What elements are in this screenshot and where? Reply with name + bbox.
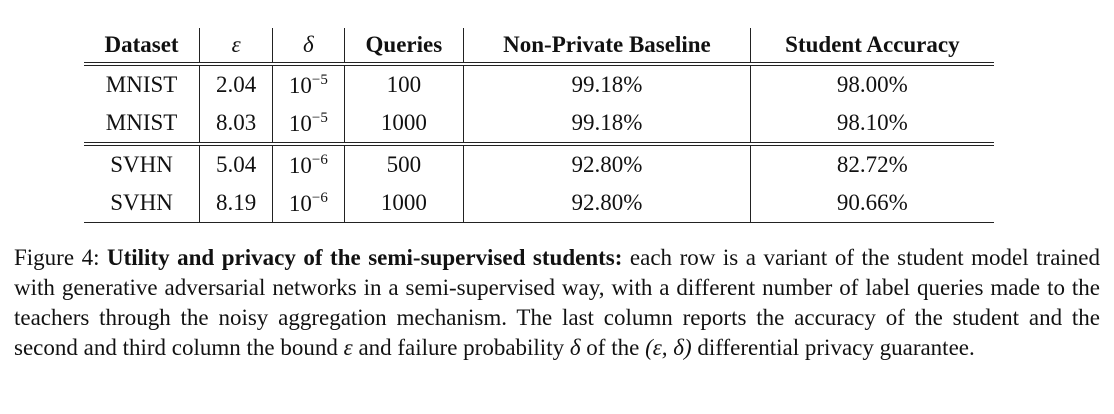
cell-dataset: MNIST [84,62,201,104]
cell-epsilon: 8.03 [199,104,274,144]
table-row: SVHN 5.04 10−6 500 92.80% 82.72% [84,142,994,184]
caption-epsilon-delta-pair: (ε, δ) [645,335,692,360]
cell-dataset: SVHN [84,142,201,184]
table-row: MNIST 8.03 10−5 1000 99.18% 98.10% [84,104,994,144]
header-baseline: Non-Private Baseline [463,28,751,65]
cell-epsilon: 8.19 [199,184,274,223]
delta-base: 10 [288,152,312,178]
cell-epsilon: 5.04 [199,142,274,184]
delta-base: 10 [288,72,312,98]
cell-delta: 10−6 [272,142,345,184]
cell-queries: 500 [344,142,465,184]
delta-base: 10 [288,110,312,136]
table-row: MNIST 2.04 10−5 100 99.18% 98.00% [84,62,994,104]
results-table-container: Dataset ε δ Queries Non-Private Baseline… [84,28,994,223]
cell-dataset: MNIST [84,104,201,144]
caption-body-1: each row is a variant of the student mod… [14,245,1100,360]
cell-accuracy: 98.00% [750,62,994,104]
table-header-row: Dataset ε δ Queries Non-Private Baseline… [84,28,994,65]
cell-queries: 1000 [344,104,465,144]
delta-exponent: −5 [311,109,328,126]
caption-body-4: differential privacy guarantee. [697,335,975,360]
table-row: SVHN 8.19 10−6 1000 92.80% 90.66% [84,184,994,223]
cell-accuracy: 82.72% [750,142,994,184]
header-dataset: Dataset [84,28,201,65]
delta-base: 10 [288,190,312,216]
cell-delta: 10−6 [272,184,345,223]
cell-baseline: 92.80% [463,184,751,223]
cell-queries: 1000 [344,184,465,223]
cell-accuracy: 90.66% [750,184,994,223]
caption-bold-title: Utility and privacy of the semi-supervis… [107,245,623,270]
caption-delta-symbol: δ [569,335,581,360]
cell-baseline: 99.18% [463,62,751,104]
cell-accuracy: 98.10% [836,110,908,135]
cell-delta: 10−5 [272,62,345,104]
cell-epsilon: 2.04 [199,62,274,104]
delta-exponent: −6 [311,189,328,206]
cell-delta: 10−5 [272,104,345,144]
cell-baseline: 92.80% [463,142,751,184]
caption-label: Figure 4: [14,245,100,270]
header-queries: Queries [344,28,465,65]
delta-exponent: −5 [311,71,328,88]
header-student-accuracy: Student Accuracy [750,28,994,65]
caption-body-3: of the [586,335,640,360]
cell-queries: 100 [344,62,465,104]
header-delta: δ [272,28,345,65]
figure-caption: Figure 4: Utility and privacy of the sem… [14,243,1100,363]
caption-body-2: and failure probability [358,335,565,360]
caption-epsilon-symbol: ε [343,335,353,360]
results-table: Dataset ε δ Queries Non-Private Baseline… [84,28,994,223]
cell-dataset: SVHN [84,184,201,223]
cell-baseline: 99.18% [463,104,751,144]
delta-exponent: −6 [311,151,328,168]
header-epsilon: ε [199,28,274,65]
